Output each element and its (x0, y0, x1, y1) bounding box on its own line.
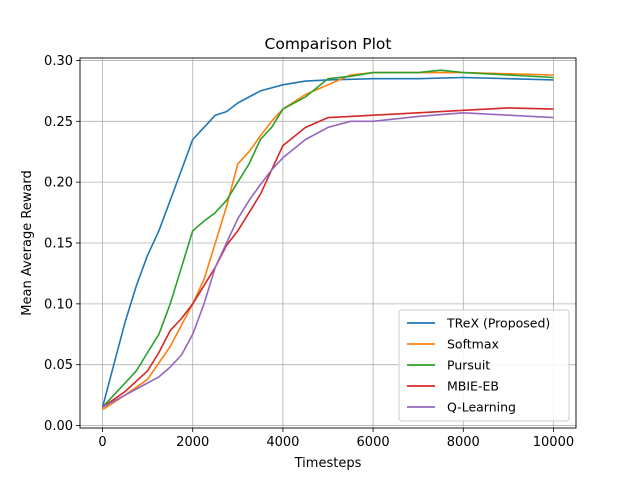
y-tick-label: 0.05 (44, 358, 73, 373)
legend-label-pursuit: Pursuit (447, 358, 490, 373)
y-tick-label: 0.00 (44, 419, 73, 434)
y-axis: 0.00 0.05 0.10 0.15 0.20 0.25 0.30 (44, 54, 80, 434)
series-line-mbie-eb (102, 107, 554, 408)
x-tick-label: 8000 (447, 435, 480, 450)
x-tick-label: 0 (98, 435, 106, 450)
x-axis-title: Timesteps (294, 456, 362, 471)
legend-label-q-learning: Q-Learning (447, 400, 516, 415)
legend-box (398, 309, 570, 422)
legend-label-softmax: Softmax (447, 337, 499, 352)
x-tick-label: 6000 (357, 435, 390, 450)
legend-label-trex-proposed: TReX (Proposed) (446, 316, 550, 331)
y-tick-label: 0.30 (44, 54, 73, 69)
legend-label-mbie-eb: MBIE-EB (447, 379, 499, 394)
legend: TReX (Proposed) Softmax Pursuit MBIE-EB Q-Le… (398, 309, 570, 422)
y-tick-label: 0.20 (44, 176, 73, 191)
x-tick-label: 10000 (533, 435, 574, 450)
series-line-trex-proposed (101, 76, 554, 408)
y-tick-label: 0.25 (44, 115, 73, 130)
y-tick-label: 0.10 (44, 297, 73, 312)
series-lines (101, 69, 554, 411)
series-line-pursuit (101, 69, 554, 408)
x-axis: 0 2000 4000 6000 8000 10000 (98, 428, 574, 450)
x-tick-label: 4000 (266, 435, 299, 450)
y-axis-title: Mean Average Reward (20, 170, 35, 315)
chart-title: Comparison Plot (265, 35, 392, 53)
series-line-q-learning (102, 112, 554, 409)
y-tick-label: 0.15 (44, 237, 73, 252)
grid (80, 58, 576, 428)
x-tick-label: 2000 (176, 435, 209, 450)
